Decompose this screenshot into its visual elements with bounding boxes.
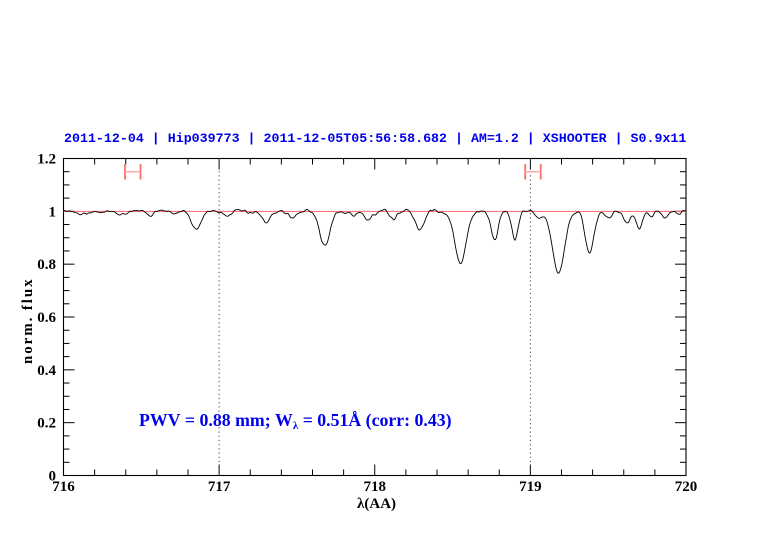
- svg-text:1: 1: [49, 204, 57, 220]
- svg-text:719: 719: [519, 479, 542, 495]
- svg-text:1.2: 1.2: [37, 152, 56, 168]
- svg-text:720: 720: [675, 479, 698, 495]
- svg-text:718: 718: [364, 479, 387, 495]
- svg-text:0: 0: [49, 469, 57, 485]
- svg-text:0.4: 0.4: [37, 363, 56, 379]
- svg-text:0.2: 0.2: [37, 416, 56, 432]
- svg-text:0.8: 0.8: [37, 257, 56, 273]
- svg-text:717: 717: [208, 479, 231, 495]
- svg-text:0.6: 0.6: [37, 310, 56, 326]
